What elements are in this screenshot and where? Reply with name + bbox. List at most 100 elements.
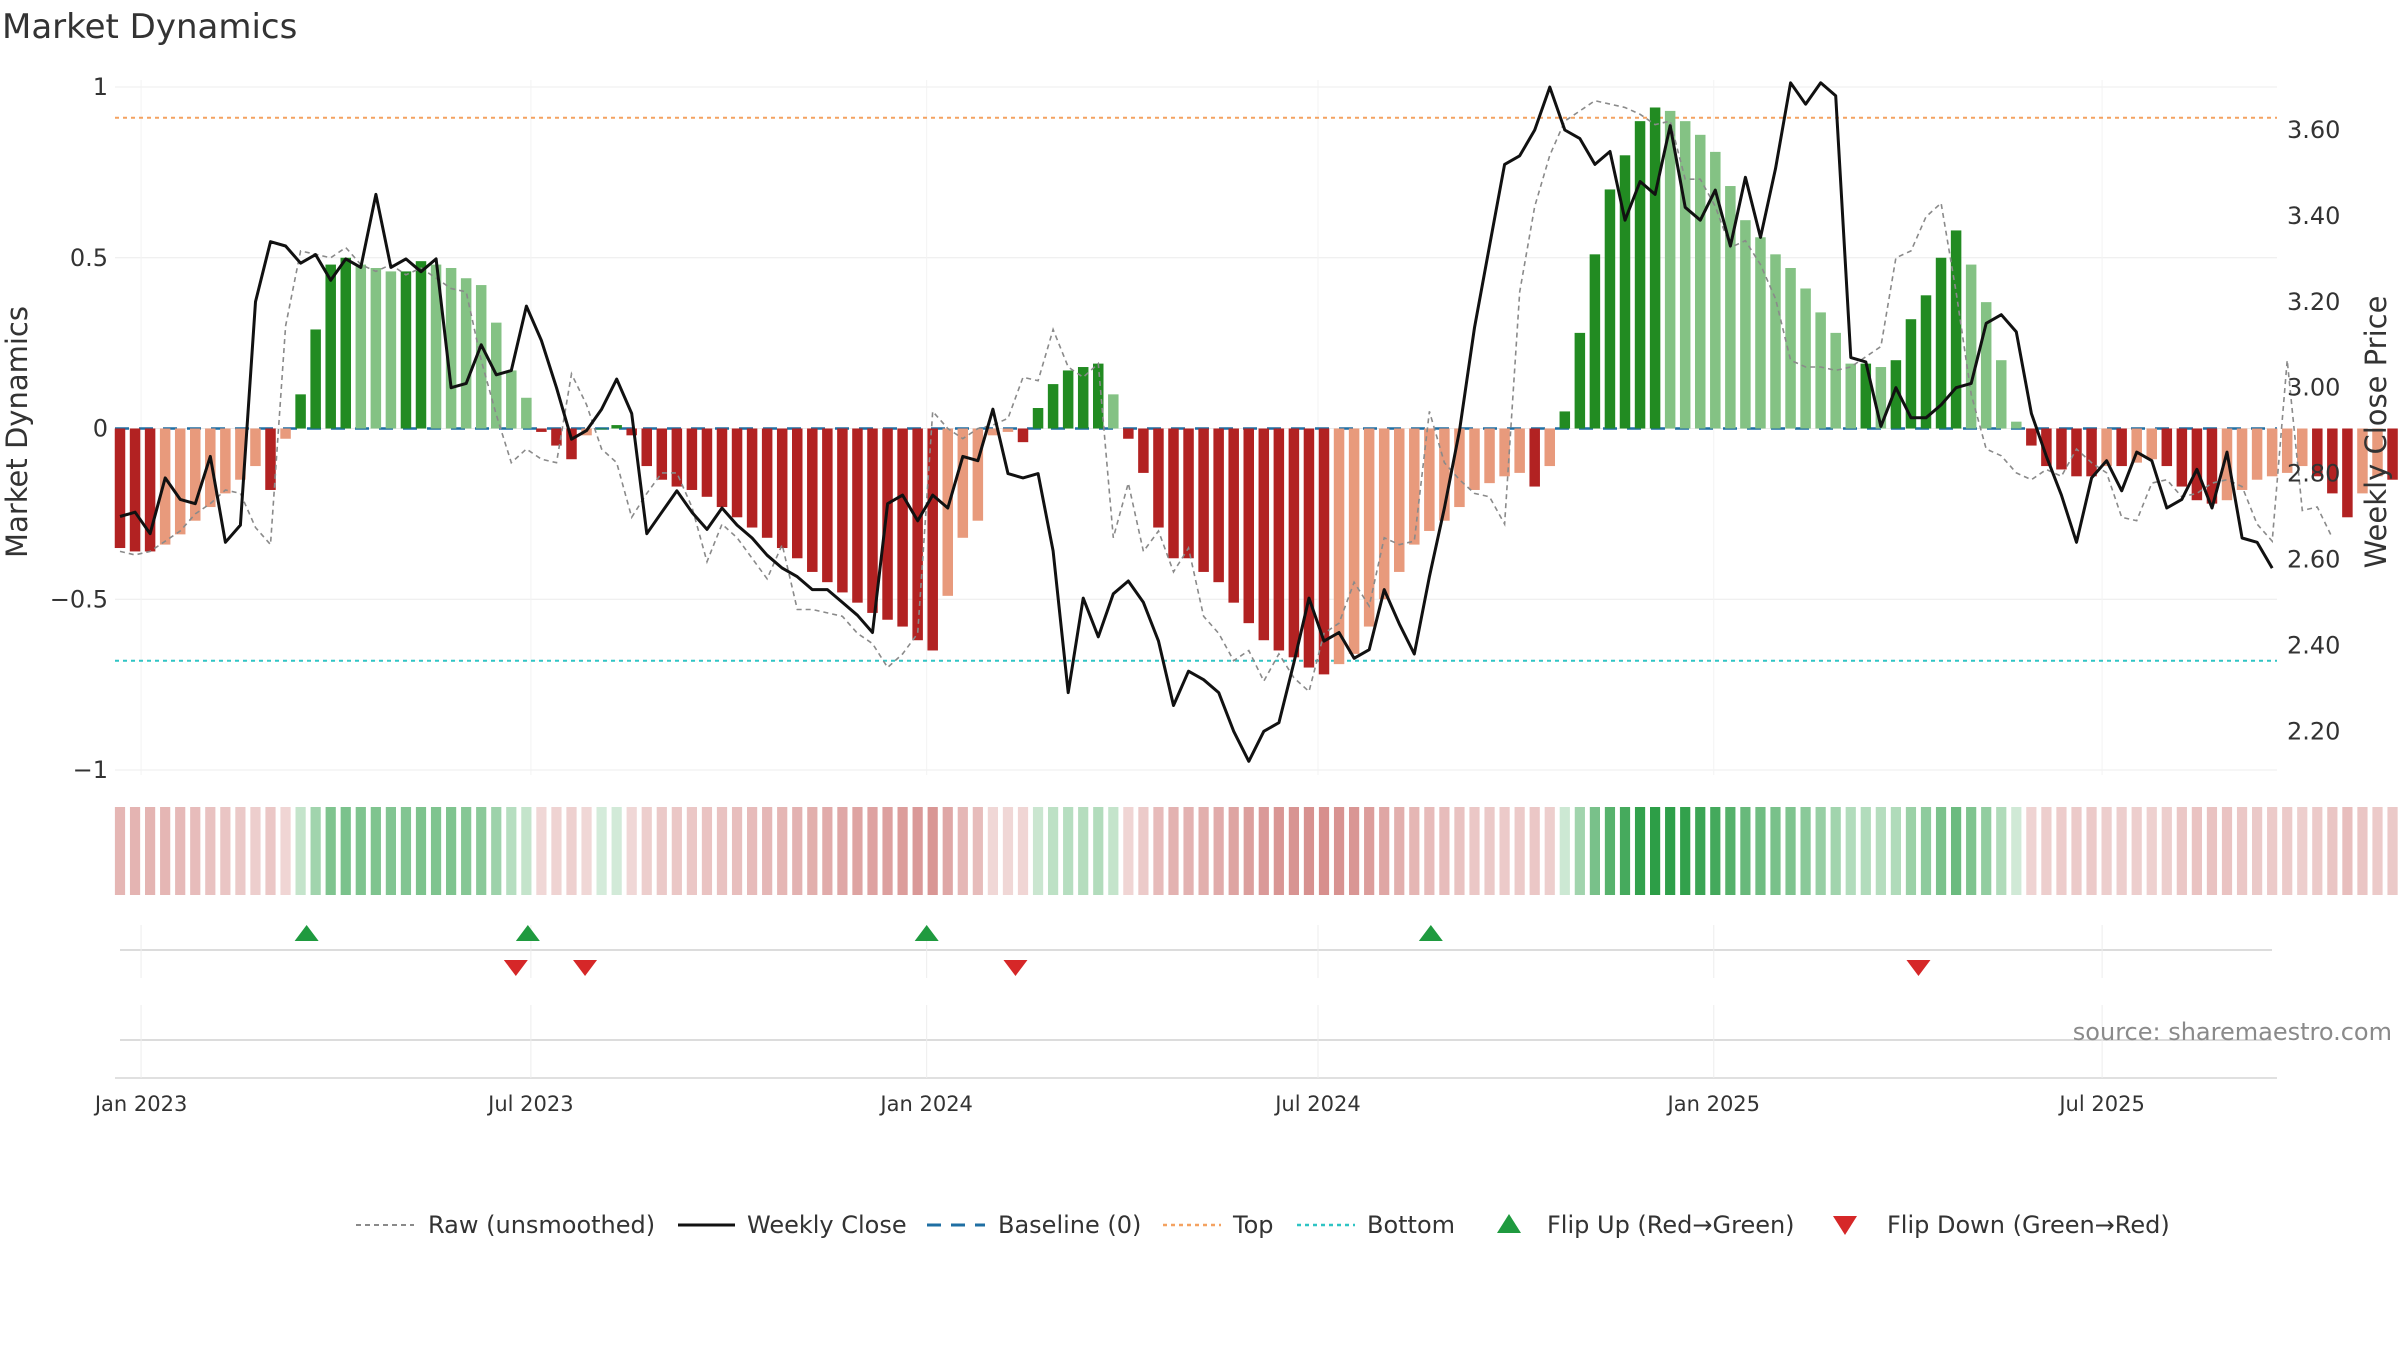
dynamics-bar-129 [2056,428,2067,470]
strip-cell-98 [1589,807,1600,895]
dynamics-bar-40 [716,428,728,508]
dynamics-bar-1 [129,428,141,552]
strip-cell-79 [1303,807,1315,895]
strip-cell-101 [1634,807,1646,895]
dynamics-bar-122 [1950,230,1962,429]
strip-cell-88 [1439,807,1450,895]
dynamics-bar-148 [2342,428,2353,518]
legend-swatch-flip-down [1833,1216,1857,1235]
dynamics-bar-100 [1619,155,1631,429]
dynamics-bar-49 [852,428,863,603]
strip-cell-37 [671,807,682,895]
dynamics-bar-22 [445,267,457,429]
dynamics-bar-95 [1544,428,1555,467]
dynamics-bar-74 [1228,428,1239,603]
dynamics-bar-124 [1980,302,1992,429]
strip-cell-112 [1800,807,1811,895]
dynamics-bar-132 [2101,428,2112,467]
strip-cell-30 [566,807,577,895]
strip-cell-45 [792,807,803,895]
strip-cell-42 [747,807,758,895]
strip-cell-76 [1258,807,1269,895]
strip-cell-51 [882,807,893,895]
dynamics-bar-64 [1077,367,1089,429]
strip-cell-78 [1288,807,1299,895]
strip-cell-90 [1469,807,1480,895]
strip-cell-89 [1454,807,1465,895]
x-axis-ticks: Jan 2023 Jul 2023 Jan 2024 Jul 2024 Jan 2025… [93,1092,2145,1116]
dynamics-bar-79 [1303,428,1315,668]
strip-cell-108 [1740,807,1751,895]
dynamics-bar-45 [792,428,803,559]
strip-cell-21 [430,807,442,895]
legend-swatch-flip-up [1497,1214,1521,1233]
strip-cell-132 [2101,807,2112,895]
legend-item-5: Flip Up (Red→Green) [1497,1211,1795,1239]
dynamics-bar-53 [912,428,923,641]
dynamics-bar-19 [400,271,412,429]
dynamics-bar-12 [295,394,306,429]
right-tick-6: 2.40 [2287,631,2340,659]
left-tick-3: −0.5 [50,585,108,613]
dynamics-bar-98 [1589,254,1601,429]
strip-cell-0 [114,807,126,895]
dynamics-bar-127 [2026,428,2037,446]
strip-cell-73 [1213,807,1224,895]
dynamics-bar-6 [205,428,216,508]
strip-cell-131 [2086,807,2097,895]
strip-cell-8 [235,807,246,895]
strip-cell-74 [1228,807,1239,895]
strip-cell-43 [762,807,773,895]
legend-item-3: Top [1163,1211,1274,1239]
dynamics-bar-35 [641,428,652,467]
strip-cell-54 [927,807,938,895]
weekly-close-line [119,81,2274,763]
strip-cell-141 [2236,807,2248,895]
strip-cell-134 [2131,807,2142,895]
dynamics-bar-72 [1198,428,1209,572]
dynamics-bar-147 [2327,428,2338,494]
dynamics-bar-131 [2086,428,2097,477]
x-tick-4: Jan 2025 [1666,1092,1761,1116]
strip-cell-83 [1364,807,1375,895]
dynamics-bar-85 [1394,428,1405,572]
dynamics-bar-56 [957,428,969,538]
dynamics-bar-78 [1288,428,1300,658]
strip-cell-15 [340,807,351,895]
reference-lines [115,116,2277,662]
dynamics-bar-119 [1905,319,1917,429]
strip-cell-133 [2116,807,2127,895]
dynamics-bar-142 [2251,428,2263,480]
strip-cell-24 [476,807,487,895]
strip-cell-7 [220,807,231,895]
strip-cell-102 [1650,807,1661,895]
legend-item-1: Weekly Close [678,1211,907,1239]
dynamics-bar-87 [1424,428,1435,531]
strip-cell-120 [1920,807,1932,895]
strip-cell-114 [1830,807,1841,895]
strip-cell-28 [536,807,547,895]
strip-cell-97 [1574,807,1585,895]
x-tick-5: Jul 2025 [2057,1092,2144,1116]
dynamics-bar-71 [1183,428,1194,559]
strip-cell-10 [265,807,276,895]
strip-cell-5 [190,807,201,895]
strip-cell-44 [777,807,788,895]
flip-markers-panel [120,925,2272,978]
dynamics-bar-115 [1845,363,1856,429]
flip-down-marker-0 [503,960,528,976]
strip-cell-85 [1394,807,1405,895]
dynamics-bar-58 [987,428,999,436]
dynamics-bar-26 [506,370,517,429]
source-credit: source: sharemaestro.com [2073,1018,2392,1046]
dynamics-bar-46 [807,428,818,572]
strip-cell-63 [1063,807,1074,895]
right-tick-3: 3.00 [2287,374,2340,402]
strip-cell-23 [461,807,472,895]
legend-label-6: Flip Down (Green→Red) [1887,1211,2170,1239]
dynamics-bar-75 [1243,428,1254,624]
flip-up-marker-2 [914,925,939,941]
dynamics-bar-7 [220,428,231,494]
strip-cell-17 [370,807,381,895]
